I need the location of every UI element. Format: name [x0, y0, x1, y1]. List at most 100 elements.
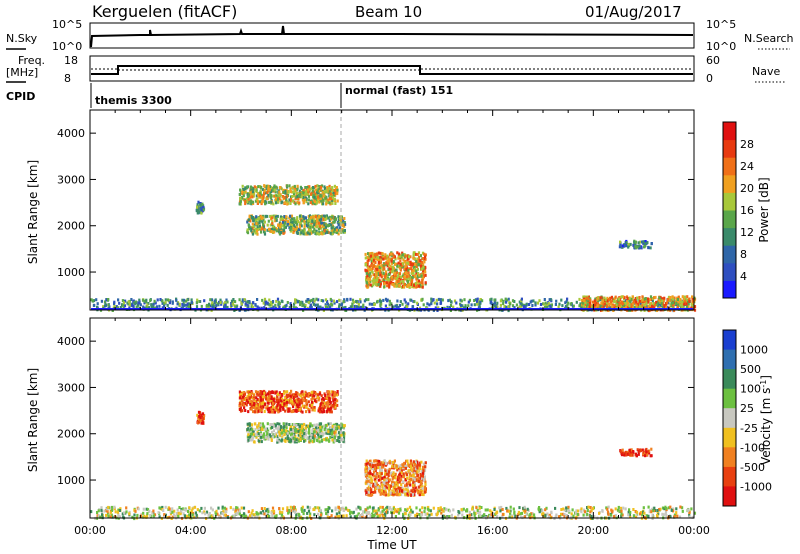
data-cell	[296, 220, 300, 223]
data-cell	[279, 396, 282, 400]
data-cell	[341, 506, 344, 510]
data-cell	[331, 393, 334, 397]
data-cell	[420, 298, 423, 302]
data-cell	[677, 295, 680, 299]
data-cell	[322, 198, 325, 202]
data-cell	[219, 301, 222, 304]
data-cell	[248, 393, 251, 397]
data-cell	[333, 301, 336, 305]
data-cell	[269, 406, 272, 410]
data-cell	[300, 219, 303, 223]
data-cell	[324, 303, 327, 307]
data-cell	[383, 267, 386, 271]
data-cell	[396, 468, 399, 472]
data-cell	[202, 417, 205, 421]
data-cell	[411, 474, 414, 477]
data-cell	[650, 242, 653, 246]
data-cell	[374, 482, 377, 486]
nave-axis-top: 60	[706, 54, 720, 67]
data-cell	[638, 244, 641, 248]
data-cell	[241, 395, 245, 399]
data-cell	[220, 302, 223, 306]
data-cell	[248, 399, 251, 403]
data-cell	[652, 302, 656, 305]
data-cell	[186, 298, 189, 302]
data-cell	[322, 231, 325, 235]
data-cell	[239, 196, 242, 200]
data-cell	[326, 409, 329, 413]
data-cell	[296, 216, 299, 220]
data-cell	[292, 227, 295, 231]
data-cell	[378, 279, 381, 283]
data-cell	[388, 490, 391, 494]
data-cell	[280, 231, 283, 234]
data-cell	[270, 437, 273, 441]
data-cell	[380, 264, 383, 268]
data-cell	[588, 305, 591, 309]
data-cell	[245, 197, 248, 201]
data-cell	[251, 438, 254, 442]
data-cell	[374, 463, 377, 467]
data-cell	[392, 492, 395, 496]
data-cell	[376, 267, 379, 271]
data-cell	[619, 302, 622, 306]
data-cell	[313, 430, 316, 434]
data-cell	[398, 304, 401, 307]
data-cell	[269, 423, 272, 426]
data-cell	[691, 295, 694, 299]
data-cell	[295, 403, 299, 407]
data-cell	[492, 302, 495, 306]
data-cell	[300, 436, 303, 440]
data-cell	[278, 223, 281, 227]
data-cell	[422, 272, 425, 276]
data-cell	[313, 406, 316, 409]
data-cell	[275, 390, 278, 394]
data-cell	[302, 230, 305, 234]
data-cell	[291, 435, 294, 439]
data-cell	[407, 271, 410, 275]
data-cell	[481, 299, 484, 303]
data-cell	[513, 306, 516, 310]
data-cell	[309, 422, 312, 426]
data-cell	[276, 440, 279, 444]
data-cell	[357, 303, 360, 306]
data-cell	[381, 476, 384, 480]
data-cell	[285, 393, 288, 397]
data-cell	[261, 428, 264, 431]
data-cell	[240, 302, 243, 306]
data-cell	[249, 402, 252, 406]
data-cell	[654, 295, 657, 299]
data-cell	[317, 221, 320, 225]
data-cell	[261, 422, 264, 426]
data-cell	[310, 403, 313, 407]
data-cell	[239, 408, 242, 411]
data-cell	[389, 280, 392, 284]
data-cell	[408, 491, 411, 495]
data-cell	[385, 478, 388, 482]
data-cell	[391, 489, 394, 493]
data-cell	[323, 190, 326, 194]
data-cell	[688, 297, 691, 301]
data-cell	[310, 298, 313, 302]
data-cell	[346, 298, 349, 302]
data-cell	[423, 475, 426, 479]
data-cell	[199, 202, 202, 206]
data-cell	[284, 225, 287, 229]
data-cell	[316, 439, 319, 442]
data-cell	[644, 297, 647, 301]
data-cell	[311, 219, 314, 223]
data-cell	[303, 432, 306, 435]
data-cell	[370, 261, 373, 265]
data-cell	[609, 302, 612, 306]
data-cell	[298, 225, 301, 229]
data-cell	[391, 282, 394, 286]
data-cell	[307, 509, 311, 513]
data-cell	[402, 272, 405, 276]
data-cell	[415, 277, 418, 281]
data-cell	[381, 252, 384, 256]
data-cell	[639, 240, 642, 244]
data-cell	[618, 297, 621, 301]
data-cell	[259, 409, 262, 412]
data-cell	[593, 299, 596, 303]
data-cell	[274, 391, 277, 395]
